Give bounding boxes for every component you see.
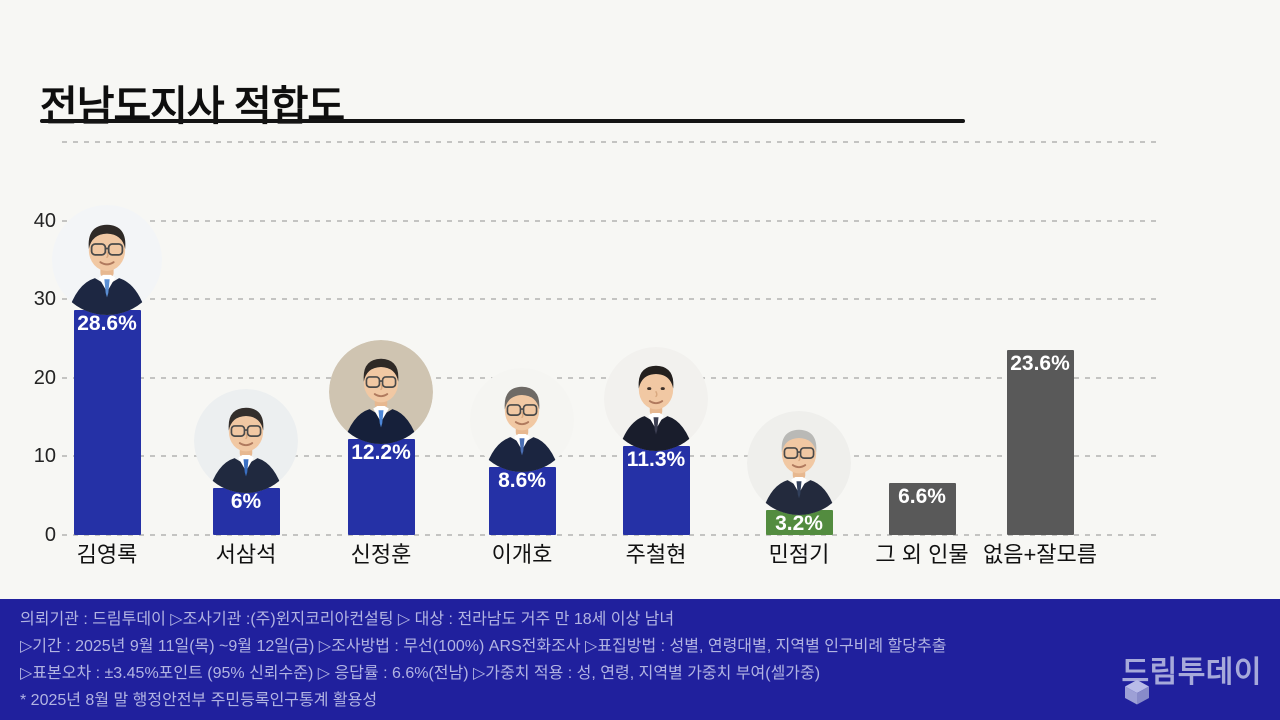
y-axis-tick-label: 30 (33, 288, 56, 311)
category-label: 신정훈 (350, 542, 412, 567)
candidate-photo-신정훈 (329, 340, 433, 445)
bar-김영록: 28.6% (73, 310, 141, 535)
candidate-photo-서삼석 (194, 388, 298, 493)
dreamtoday-logo: 드림투데이 (1097, 647, 1262, 709)
y-axis-tick-label: 20 (33, 366, 56, 389)
gridline-40 (62, 219, 1162, 222)
title-underline (40, 119, 965, 123)
survey-line-note: * 2025년 8월 말 행정안전부 주민등록인구통계 활용성 (20, 692, 378, 709)
bar-value-label: 28.6% (77, 312, 137, 336)
survey-line-period: ▷기간 : 2025년 9월 11일(목) ~9월 12일(금) ▷조사방법 :… (20, 638, 947, 655)
category-label: 서삼석 (215, 542, 277, 567)
y-axis-tick-label: 0 (44, 524, 56, 546)
bar-value-label: 23.6% (1010, 351, 1070, 375)
gridline-0 (62, 534, 1162, 536)
bar-없음+잘모름: 23.6% (1006, 349, 1074, 535)
gridline-30 (62, 298, 1162, 301)
category-label: 없음+잘모름 (982, 542, 1098, 567)
bar-이개호: 8.6% (488, 467, 556, 535)
bar-value-label: 3.2% (775, 511, 823, 535)
bar-value-label: 6.6% (898, 485, 946, 509)
category-label: 김영록 (76, 542, 138, 567)
bar-그 외 인물: 6.6% (888, 483, 956, 535)
category-label: 민점기 (768, 542, 830, 567)
bar-신정훈: 12.2% (347, 439, 415, 535)
bar-서삼석: 6% (212, 487, 280, 535)
category-label: 주철현 (625, 542, 687, 567)
bar-value-label: 11.3% (626, 448, 686, 472)
candidate-photo-김영록 (52, 205, 162, 316)
category-label: 그 외 인물 (875, 542, 969, 567)
footer-banner: 의뢰기관 : 드림투데이 ▷조사기관 :(주)윈지코리아컨설팅 ▷ 대상 : 전… (0, 599, 1280, 720)
y-axis-tick-label: 10 (33, 445, 56, 468)
category-label: 이개호 (491, 542, 553, 567)
y-axis-tick-label: 40 (33, 209, 56, 232)
logo-cube-icon (1125, 680, 1149, 705)
gridline-10 (62, 455, 1162, 458)
candidate-photo-이개호 (470, 368, 574, 473)
bar-value-label: 8.6% (498, 469, 546, 493)
bar-value-label: 12.2% (351, 441, 411, 465)
logo-text: 드림투데이 (1121, 656, 1262, 689)
bar-chart: 0 10 20 30 40 28.6% 김영록 6% (33, 141, 1162, 567)
survey-line-error: ▷표본오차 : ±3.45%포인트 (95% 신뢰수준) ▷ 응답률 : 6.6… (20, 665, 821, 682)
bar-value-label: 6% (230, 489, 262, 513)
bar-주철현: 11.3% (622, 446, 690, 535)
survey-methodology-text: 의뢰기관 : 드림투데이 ▷조사기관 :(주)윈지코리아컨설팅 ▷ 대상 : 전… (20, 606, 1080, 714)
candidate-photo-주철현 (604, 347, 708, 452)
candidate-photo-민점기 (747, 410, 851, 515)
gridline-50 (62, 141, 1162, 143)
survey-line-client: 의뢰기관 : 드림투데이 ▷조사기관 :(주)윈지코리아컨설팅 ▷ 대상 : 전… (20, 611, 675, 628)
